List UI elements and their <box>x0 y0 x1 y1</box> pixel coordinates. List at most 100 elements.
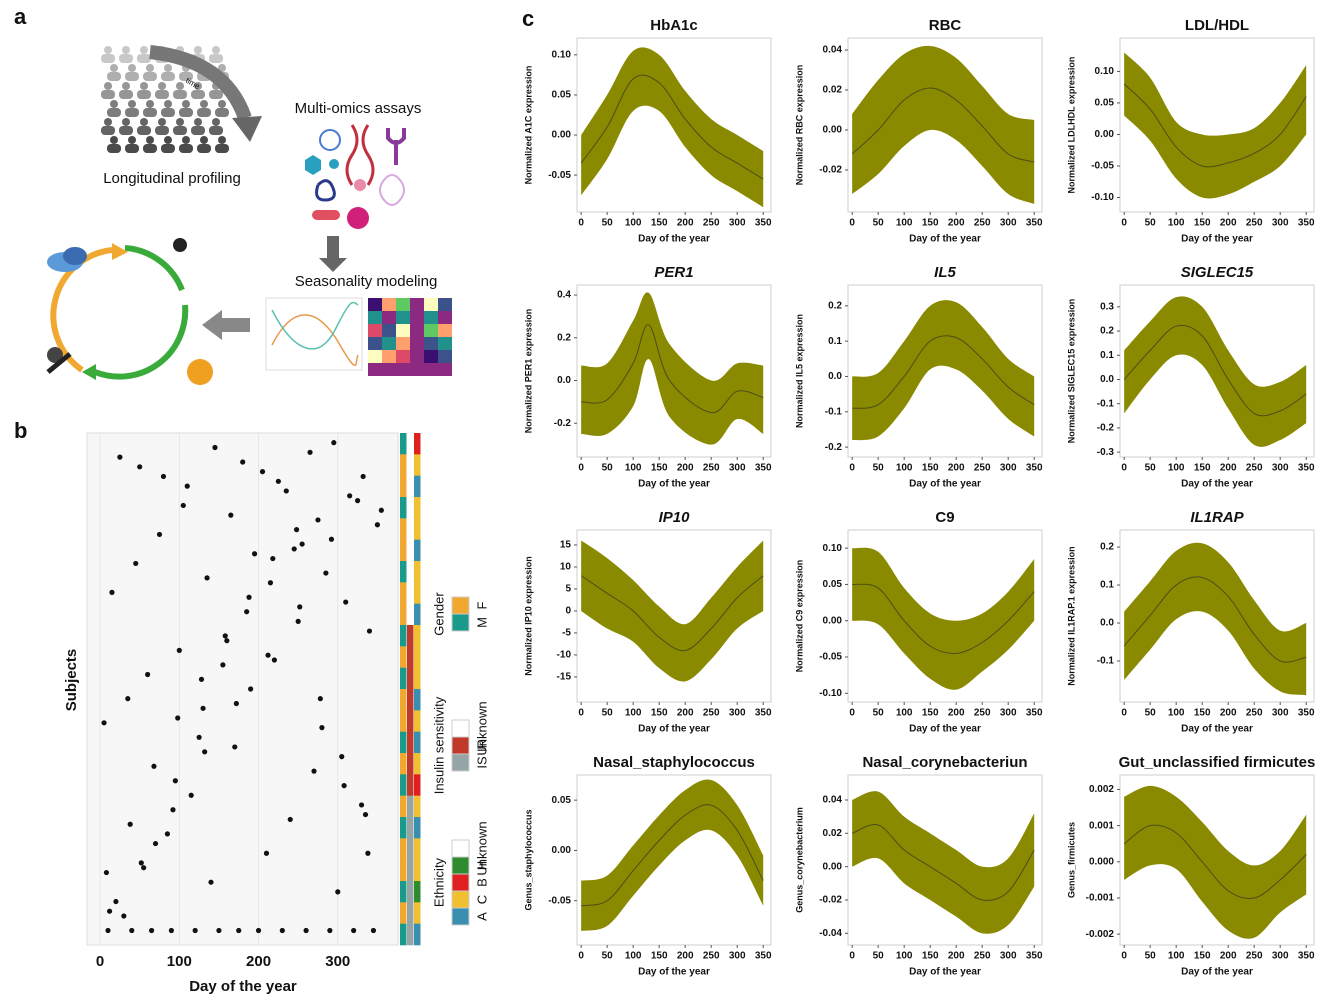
x-axis-label: Day of the year <box>909 967 981 978</box>
x-tick-label: 350 <box>755 708 772 719</box>
x-tick-label: 50 <box>1145 708 1157 719</box>
annotation-block <box>407 625 414 647</box>
x-tick-label: 150 <box>651 708 668 719</box>
y-tick-label: 0.2 <box>1100 542 1114 553</box>
dot <box>165 831 170 836</box>
annotation-block <box>407 454 414 476</box>
annotation-block <box>414 710 421 732</box>
dot <box>113 899 118 904</box>
x-tick-label: 200 <box>948 218 965 229</box>
y-tick-label: 0.0 <box>1100 618 1114 629</box>
crowd-icon <box>101 46 229 153</box>
dot <box>151 764 156 769</box>
dot <box>319 725 324 730</box>
x-tick-label: 100 <box>1168 708 1185 719</box>
x-tick-label: 200 <box>1220 218 1237 229</box>
annotation-block <box>400 817 407 839</box>
y-axis-label: Normalized SIGLEC15 expression <box>1066 299 1076 444</box>
dot <box>335 889 340 894</box>
y-tick-label: 0.02 <box>823 85 843 96</box>
x-tick-label: 250 <box>974 708 991 719</box>
chart-title: Nasal_corynebacteriun <box>862 754 1027 771</box>
annotation-block <box>407 689 414 711</box>
dot <box>170 807 175 812</box>
annotation-block <box>414 582 421 604</box>
annotation-block <box>400 540 407 562</box>
legend-label: IS <box>474 756 489 769</box>
x-tick-label: 250 <box>703 218 720 229</box>
legend-label: B <box>474 878 489 887</box>
x-tick-label: 100 <box>625 708 642 719</box>
dot <box>216 928 221 933</box>
y-tick-label: 0.1 <box>828 336 842 347</box>
y-axis-label: Normalized IL1RAP.1 expression <box>1066 546 1076 685</box>
chart-title: IL5 <box>934 264 956 281</box>
x-tick-label: 100 <box>625 218 642 229</box>
annotation-block <box>400 902 407 924</box>
omics-icons <box>305 125 404 229</box>
x-tick-label: 100 <box>167 953 192 970</box>
x-tick-label: 300 <box>325 953 350 970</box>
annotation-block <box>414 646 421 668</box>
mini-chart <box>266 298 362 370</box>
dot <box>139 860 144 865</box>
y-tick-label: -0.1 <box>1097 398 1115 409</box>
x-tick-label: 350 <box>1026 463 1043 474</box>
dot <box>189 793 194 798</box>
x-tick-label: 200 <box>948 708 965 719</box>
y-tick-label: 0.2 <box>828 300 842 311</box>
chart-title: HbA1c <box>650 17 698 34</box>
x-tick-label: 300 <box>1000 951 1017 962</box>
y-tick-label: -0.10 <box>819 688 842 699</box>
y-tick-label: -15 <box>557 672 572 683</box>
annotation-block <box>414 454 421 476</box>
annotation-block <box>414 604 421 626</box>
x-tick-label: 150 <box>1194 708 1211 719</box>
x-tick-label: 0 <box>1121 218 1127 229</box>
x-tick-label: 100 <box>1168 951 1185 962</box>
dot <box>101 720 106 725</box>
x-tick-label: 50 <box>602 708 614 719</box>
y-tick-label: -0.02 <box>819 895 842 906</box>
x-tick-label: 250 <box>1246 218 1263 229</box>
x-tick-label: 200 <box>677 218 694 229</box>
x-tick-label: 300 <box>1000 463 1017 474</box>
y-tick-label: 0.10 <box>1095 66 1115 77</box>
season-cycle <box>47 238 213 385</box>
legend-swatch <box>452 891 469 908</box>
x-tick-label: 300 <box>1272 708 1289 719</box>
x-tick-label: 50 <box>1145 218 1157 229</box>
annotation-block <box>407 582 414 604</box>
x-tick-label: 50 <box>873 951 885 962</box>
annotation-block <box>414 518 421 540</box>
y-axis-label: Normalized RBC expression <box>794 65 804 186</box>
legend-label: IR <box>474 739 489 752</box>
annotation-block <box>407 860 414 882</box>
dot <box>212 445 217 450</box>
y-axis-label: Normalized LDLHDL expression <box>1066 57 1076 194</box>
x-tick-label: 50 <box>873 708 885 719</box>
annotation-block <box>400 582 407 604</box>
x-tick-label: 100 <box>1168 218 1185 229</box>
dot <box>365 851 370 856</box>
dot <box>177 648 182 653</box>
time-arrowhead <box>232 116 262 142</box>
x-tick-label: 250 <box>1246 708 1263 719</box>
dot <box>375 522 380 527</box>
y-tick-label: -5 <box>562 628 571 639</box>
y-tick-label: 0.05 <box>823 579 843 590</box>
y-tick-label: 0.04 <box>823 45 843 56</box>
dot <box>175 715 180 720</box>
annotation-block <box>407 561 414 583</box>
dot <box>153 841 158 846</box>
dot <box>121 913 126 918</box>
x-tick-label: 100 <box>1168 463 1185 474</box>
y-tick-label: 0.05 <box>1095 98 1115 109</box>
x-tick-label: 0 <box>1121 463 1127 474</box>
y-tick-label: 0.000 <box>1089 856 1114 867</box>
annotation-block <box>407 540 414 562</box>
y-tick-label: -0.2 <box>554 418 572 429</box>
x-tick-label: 350 <box>1298 708 1315 719</box>
chart-title: SIGLEC15 <box>1181 264 1254 281</box>
x-tick-label: 300 <box>729 463 746 474</box>
